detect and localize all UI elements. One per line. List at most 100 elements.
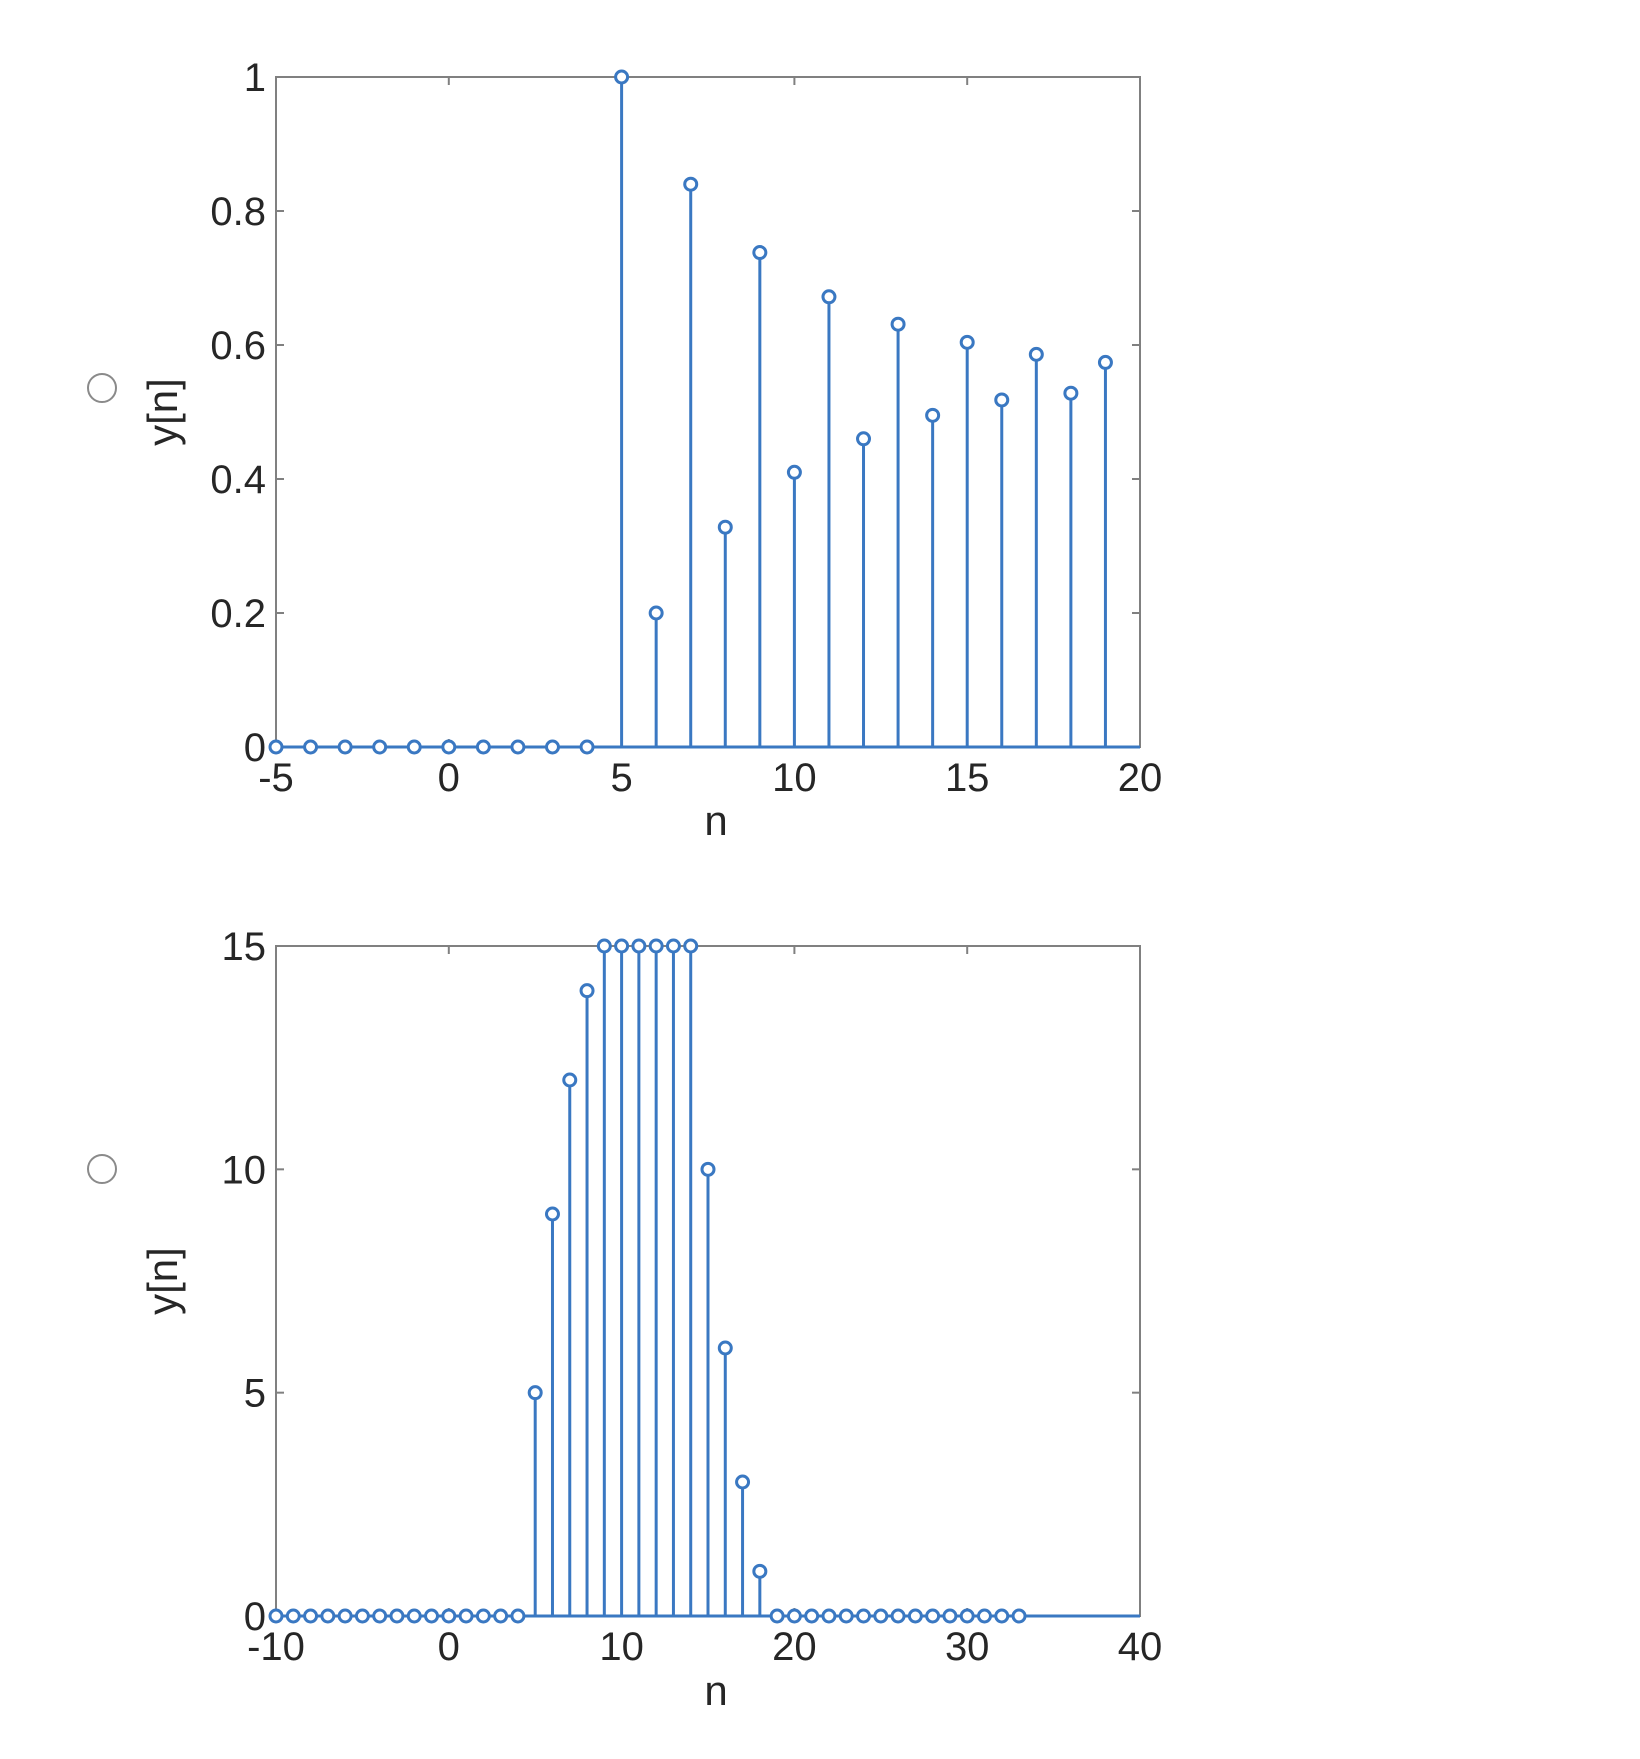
x-tick-label: 10	[599, 1625, 644, 1669]
stem-point	[631, 938, 647, 1616]
answer-option-2: -10 0 10 20 30 40 0 5 10 15 n y[n]	[0, 800, 1640, 1759]
x-tick-label: -5	[258, 756, 294, 800]
stem-point	[821, 289, 837, 747]
answer-option-1: -5 0 5 10 15 20 0 0.2 0.4 0.6 0.8 1 n y[n]	[0, 0, 1640, 844]
stem-marker	[856, 431, 872, 447]
stem-point	[786, 1608, 802, 1624]
x-tick-label: 20	[1118, 756, 1163, 800]
stem-marker	[441, 739, 457, 755]
stem-marker	[268, 1608, 284, 1624]
stem-point	[665, 938, 681, 1616]
stem-point	[786, 464, 802, 747]
stem-point	[527, 1385, 543, 1616]
stem-marker	[648, 605, 664, 621]
stem-marker	[1028, 346, 1044, 362]
stem-marker	[303, 739, 319, 755]
stem-point	[510, 739, 526, 755]
stem-marker	[596, 938, 612, 954]
stem-marker	[683, 938, 699, 954]
stem-marker	[441, 1608, 457, 1624]
stem-point	[925, 407, 941, 747]
stem-marker	[717, 519, 733, 535]
stem-point	[268, 739, 284, 755]
stem-point	[890, 316, 906, 747]
stem-point	[579, 983, 595, 1616]
stem-marker	[544, 1206, 560, 1222]
stem-marker	[303, 1608, 319, 1624]
stem-point	[510, 1608, 526, 1624]
stem-marker	[821, 1608, 837, 1624]
stem-point	[614, 69, 630, 747]
stem-point	[717, 1340, 733, 1616]
stem-point	[769, 1608, 785, 1624]
y-tick-label: 0	[244, 1595, 266, 1639]
stem-marker	[406, 739, 422, 755]
stem-marker	[700, 1161, 716, 1177]
stem-point	[320, 1608, 336, 1624]
stem-point	[683, 938, 699, 1616]
stem-point	[976, 1608, 992, 1624]
stem-marker	[458, 1608, 474, 1624]
stem-point	[441, 739, 457, 755]
stem-point	[925, 1608, 941, 1624]
stem-marker	[354, 1608, 370, 1624]
stem-point	[907, 1608, 923, 1624]
x-tick-label: 0	[438, 1625, 460, 1669]
y-tick-label: 1	[244, 56, 266, 100]
stem-marker	[838, 1608, 854, 1624]
stem-marker	[562, 1072, 578, 1088]
x-tick-label: 20	[772, 1625, 817, 1669]
y-tick-label: 10	[222, 1148, 267, 1192]
stem-point	[735, 1474, 751, 1616]
stem-point	[1063, 385, 1079, 747]
stem-point	[544, 1206, 560, 1616]
x-tick-label: 5	[610, 756, 632, 800]
stem-marker	[1011, 1608, 1027, 1624]
stem-point	[838, 1608, 854, 1624]
radio-button-option-2[interactable]	[87, 1154, 117, 1184]
stem-marker	[268, 739, 284, 755]
stem-point	[959, 1608, 975, 1624]
stem-marker	[907, 1608, 923, 1624]
x-tick-label: 40	[1118, 1625, 1163, 1669]
stem-point	[717, 519, 733, 747]
stem-point	[648, 605, 664, 747]
stem-marker	[579, 983, 595, 999]
y-tick-label: 5	[244, 1372, 266, 1416]
stem-point	[303, 739, 319, 755]
stem-marker	[890, 1608, 906, 1624]
stem-point	[354, 1608, 370, 1624]
stem-marker	[389, 1608, 405, 1624]
stem-point	[648, 938, 664, 1616]
stem-point	[579, 739, 595, 755]
stem-marker	[769, 1608, 785, 1624]
stem-marker	[372, 739, 388, 755]
stem-marker	[1063, 385, 1079, 401]
stem-marker	[527, 1385, 543, 1401]
stem-point	[700, 1161, 716, 1616]
stem-point	[285, 1608, 301, 1624]
stem-point	[406, 739, 422, 755]
y-axis-label: y[n]	[139, 378, 186, 446]
stem-marker	[752, 245, 768, 261]
stem-point	[596, 938, 612, 1616]
stem-point	[372, 1608, 388, 1624]
plot-axes-box	[275, 76, 1141, 748]
stem-point	[475, 739, 491, 755]
stem-point	[337, 1608, 353, 1624]
stem-point	[959, 334, 975, 747]
stem-marker	[665, 938, 681, 954]
stem-marker	[337, 1608, 353, 1624]
stem-marker	[372, 1608, 388, 1624]
y-tick-label: 0.6	[210, 324, 266, 368]
stem-point	[562, 1072, 578, 1616]
stem-marker	[544, 739, 560, 755]
stem-point	[942, 1608, 958, 1624]
stem-marker	[631, 938, 647, 954]
stem-marker	[424, 1608, 440, 1624]
stem-point	[406, 1608, 422, 1624]
radio-button-option-1[interactable]	[87, 373, 117, 403]
y-tick-label: 0.4	[210, 458, 266, 502]
stem-marker	[406, 1608, 422, 1624]
